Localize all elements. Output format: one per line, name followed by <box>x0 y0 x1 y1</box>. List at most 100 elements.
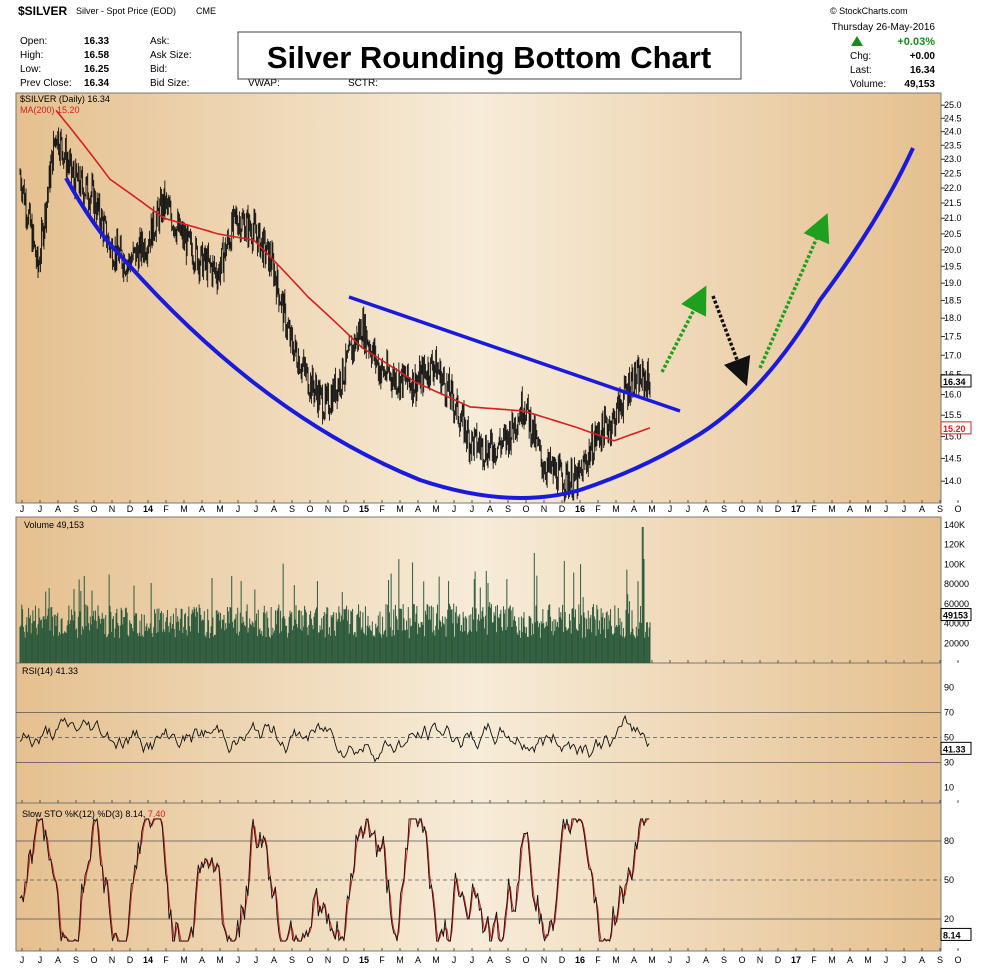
price-y-tick-label: 16.0 <box>944 390 962 400</box>
green-arrow-up-1 <box>660 285 707 373</box>
rounding-bottom-curve <box>64 147 915 500</box>
sctr-label: SCTR: <box>348 78 378 89</box>
volume-tag: 49153 <box>943 611 968 621</box>
volume-y-tick-label: 40000 <box>944 619 969 629</box>
price-y-tick-label: 14.0 <box>944 476 962 486</box>
x-tick-label: S <box>289 955 295 965</box>
x-tick-label: N <box>325 955 332 965</box>
price-tag: 16.34 <box>943 377 966 387</box>
x-tick-label: M <box>648 504 656 514</box>
x-tick-label: F <box>379 504 385 514</box>
rsi-y-tick-label: 90 <box>944 683 954 693</box>
price-y-tick-label: 24.5 <box>944 113 962 123</box>
exchange: CME <box>196 6 216 16</box>
x-tick-label: F <box>163 504 169 514</box>
symbol: $SILVER <box>18 4 67 18</box>
x-tick-label: 17 <box>791 504 801 514</box>
x-tick-label: A <box>703 504 709 514</box>
rsi-tag: 41.33 <box>943 744 966 754</box>
x-tick-label: M <box>216 955 224 965</box>
rsi-y-tick-label: 30 <box>944 758 954 768</box>
price-y-tick-label: 19.0 <box>944 278 962 288</box>
x-tick-label: O <box>954 504 961 514</box>
x-tick-label: J <box>470 504 475 514</box>
vwap-label: VWAP: <box>248 78 280 89</box>
price-y-tick-label: 23.5 <box>944 140 962 150</box>
x-tick-label: J <box>902 955 907 965</box>
sto-k-line <box>19 817 650 943</box>
x-tick-label: M <box>612 955 620 965</box>
x-tick-label: D <box>127 504 134 514</box>
instrument-name: Silver - Spot Price (EOD) <box>76 6 176 16</box>
x-tick-label: N <box>109 504 116 514</box>
x-tick-label: M <box>828 955 836 965</box>
x-tick-label: D <box>127 955 134 965</box>
price-legend: $SILVER (Daily) 16.34 <box>20 94 110 104</box>
x-tick-label: J <box>38 955 43 965</box>
x-tick-label: A <box>55 955 61 965</box>
x-tick-label: O <box>306 504 313 514</box>
volume-y-tick-label: 20000 <box>944 638 969 648</box>
up-triangle-icon <box>851 36 863 46</box>
x-tick-label: F <box>811 504 817 514</box>
volume-bars <box>19 526 651 663</box>
x-tick-label: A <box>919 504 925 514</box>
x-tick-label: 14 <box>143 504 153 514</box>
x-tick-label: F <box>595 955 601 965</box>
x-tick-label: A <box>703 955 709 965</box>
title-box <box>237 31 742 80</box>
x-tick-label: D <box>343 955 350 965</box>
prev-close-label: Prev Close: <box>20 78 72 89</box>
ask-size-label: Ask Size: <box>150 50 192 61</box>
x-tick-label: A <box>271 955 277 965</box>
x-tick-label: J <box>254 955 259 965</box>
axes: 14.014.515.015.516.016.517.017.518.018.5… <box>20 100 972 965</box>
date: Thursday 26-May-2016 <box>832 22 936 33</box>
high-label: High: <box>20 50 43 61</box>
price-y-tick-label: 21.5 <box>944 198 962 208</box>
x-tick-label: M <box>432 955 440 965</box>
x-tick-label: D <box>775 955 782 965</box>
x-tick-label: A <box>847 955 853 965</box>
x-tick-label: A <box>487 955 493 965</box>
x-tick-label: D <box>343 504 350 514</box>
x-tick-label: J <box>470 955 475 965</box>
price-y-tick-label: 20.5 <box>944 229 962 239</box>
x-tick-label: F <box>595 504 601 514</box>
header: $SILVER Silver - Spot Price (EOD) CME © … <box>18 4 935 90</box>
x-tick-label: A <box>919 955 925 965</box>
x-tick-label: 17 <box>791 955 801 965</box>
x-tick-label: M <box>216 504 224 514</box>
sto-y-tick-label: 50 <box>944 875 954 885</box>
resistance-trendline <box>348 295 681 413</box>
x-tick-label: D <box>559 504 566 514</box>
ma200-line <box>55 109 651 442</box>
price-y-tick-label: 22.0 <box>944 183 962 193</box>
sto-legend: Slow STO %K(12) %D(3) 8.14, 7.40 <box>22 809 165 819</box>
sto-lines <box>16 817 941 943</box>
x-tick-label: A <box>631 504 637 514</box>
x-tick-label: S <box>505 955 511 965</box>
x-tick-label: S <box>505 504 511 514</box>
x-tick-label: M <box>396 955 404 965</box>
rsi-line <box>19 714 650 763</box>
rsi-legend: RSI(14) 41.33 <box>22 666 78 676</box>
price-panel <box>15 92 942 504</box>
volume-y-tick-label: 140K <box>944 520 965 530</box>
x-tick-label: A <box>415 504 421 514</box>
x-tick-label: D <box>775 504 782 514</box>
x-tick-label: O <box>522 504 529 514</box>
x-tick-label: M <box>864 504 872 514</box>
open-value: 16.33 <box>84 36 109 47</box>
low-label: Low: <box>20 64 41 75</box>
open-label: Open: <box>20 36 47 47</box>
x-tick-label: N <box>541 504 548 514</box>
change-percent: +0.03% <box>897 36 935 48</box>
x-tick-label: J <box>236 955 241 965</box>
x-tick-label: M <box>180 504 188 514</box>
x-tick-label: M <box>648 955 656 965</box>
price-tag-box <box>940 374 972 388</box>
x-tick-label: J <box>254 504 259 514</box>
x-tick-label: N <box>757 955 764 965</box>
x-tick-label: J <box>686 955 691 965</box>
